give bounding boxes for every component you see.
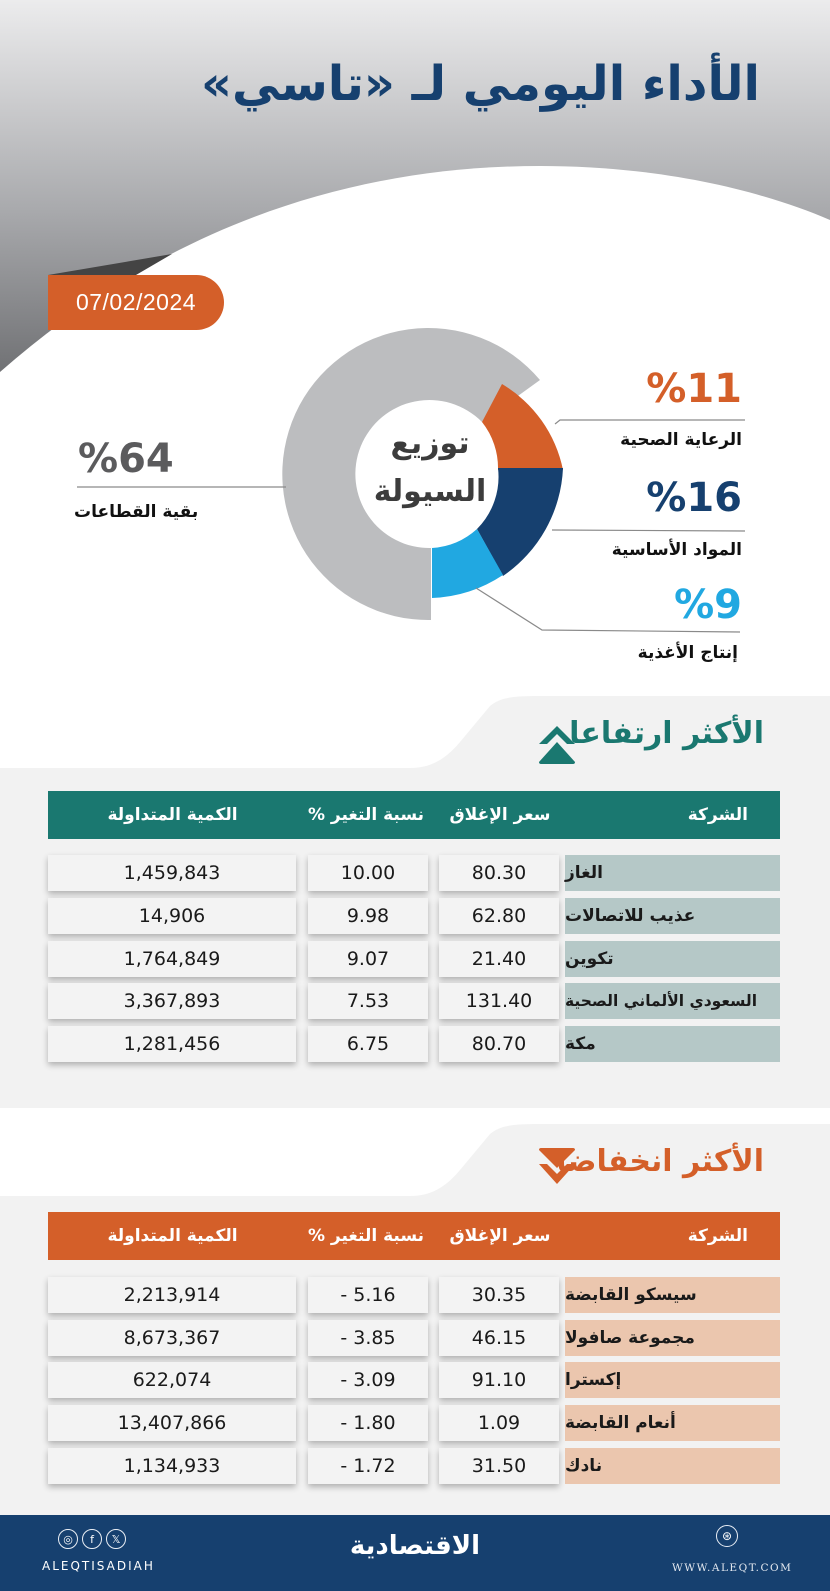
page-title: الأداء اليومي لـ «تاسي» [201,56,761,112]
header-volume: الكمية المتداولة [107,1226,238,1246]
change-percent: 1.72 - [308,1448,428,1484]
change-percent: 9.07 [308,941,428,977]
facebook-icon[interactable]: f [82,1529,102,1549]
header-close-price: سعر الإغلاق [449,805,551,825]
company-name: مجموعة صافولا [565,1320,780,1356]
traded-volume: 8,673,367 [48,1320,296,1356]
brand-logo: الاقتصادية [349,1531,481,1561]
change-percent: 7.53 [308,983,428,1019]
company-name: مكة [565,1026,780,1062]
traded-volume: 13,407,866 [48,1405,296,1441]
header-change-percent: نسبة التغير % [307,805,425,825]
traded-volume: 622,074 [48,1362,296,1398]
change-percent: 6.75 [308,1026,428,1062]
close-price: 91.10 [439,1362,559,1398]
close-price: 80.30 [439,855,559,891]
traded-volume: 3,367,893 [48,983,296,1019]
header: الأداء اليومي لـ «تاسي» 07/02/2024 [0,0,830,380]
losers-table-row: أنعام القابضة 1.09 1.80 - 13,407,866 [48,1405,780,1441]
losers-table-header: الشركة سعر الإغلاق نسبة التغير % الكمية … [48,1212,780,1260]
date-badge: 07/02/2024 [48,275,224,330]
web-icon: ⊛ [716,1525,738,1547]
losers-table-row: إكسترا 91.10 3.09 - 622,074 [48,1362,780,1398]
losers-table-row: نادك 31.50 1.72 - 1,134,933 [48,1448,780,1484]
change-percent: 9.98 [308,898,428,934]
company-name: السعودي الألماني الصحية [565,983,780,1019]
social-links: ◎ f 𝕏 [58,1529,126,1549]
gainers-table-row: مكة 80.70 6.75 1,281,456 [48,1026,780,1062]
traded-volume: 2,213,914 [48,1277,296,1313]
company-name: إكسترا [565,1362,780,1398]
center-line-2: السيولة [373,474,487,509]
close-price: 31.50 [439,1448,559,1484]
other-sectors-label: بقية القطاعات [74,502,199,522]
other-sectors-percent: %64 [78,436,174,482]
segment-basic-materials [477,468,563,576]
footer: ◎ f 𝕏 ALEQTISADIAH الاقتصادية ⊛ WWW.ALEQ… [0,1515,830,1591]
donut-center-label: توزيع السيولة [350,420,510,516]
traded-volume: 1,134,933 [48,1448,296,1484]
close-price: 1.09 [439,1405,559,1441]
company-name: الغاز [565,855,780,891]
basic-materials-percent: %16 [646,475,742,521]
header-company: الشركة [687,1226,748,1246]
healthcare-label: الرعاية الصحية [620,430,742,450]
close-price: 80.70 [439,1026,559,1062]
close-price: 46.15 [439,1320,559,1356]
food-production-label: إنتاج الأغذية [637,643,738,663]
gainers-table-row: السعودي الألماني الصحية 131.40 7.53 3,36… [48,983,780,1019]
gainers-tab-shape [0,696,830,770]
traded-volume: 1,281,456 [48,1026,296,1062]
gainers-table-header: الشركة سعر الإغلاق نسبة التغير % الكمية … [48,791,780,839]
traded-volume: 1,459,843 [48,855,296,891]
company-name: نادك [565,1448,780,1484]
social-handle: ALEQTISADIAH [42,1559,155,1573]
company-name: تكوين [565,941,780,977]
traded-volume: 14,906 [48,898,296,934]
losers-table-row: سيسكو القابضة 30.35 5.16 - 2,213,914 [48,1277,780,1313]
segment-other-sectors [282,328,540,621]
header-volume: الكمية المتداولة [107,805,238,825]
double-chevron-down-icon [539,1148,575,1184]
food-production-percent: %9 [674,582,742,628]
gainers-table-row: عذيب للاتصالات 62.80 9.98 14,906 [48,898,780,934]
change-percent: 1.80 - [308,1405,428,1441]
change-percent: 5.16 - [308,1277,428,1313]
losers-table-row: مجموعة صافولا 46.15 3.85 - 8,673,367 [48,1320,780,1356]
close-price: 30.35 [439,1277,559,1313]
instagram-icon[interactable]: ◎ [58,1529,78,1549]
company-name: سيسكو القابضة [565,1277,780,1313]
change-percent: 3.85 - [308,1320,428,1356]
close-price: 62.80 [439,898,559,934]
x-icon[interactable]: 𝕏 [106,1529,126,1549]
traded-volume: 1,764,849 [48,941,296,977]
change-percent: 3.09 - [308,1362,428,1398]
company-name: عذيب للاتصالات [565,898,780,934]
gainers-title: الأكثر ارتفاعا [569,716,764,751]
header-close-price: سعر الإغلاق [449,1226,551,1246]
website-link[interactable]: WWW.ALEQT.COM [672,1562,793,1574]
center-line-1: توزيع [390,426,470,461]
gainers-table-row: تكوين 21.40 9.07 1,764,849 [48,941,780,977]
change-percent: 10.00 [308,855,428,891]
basic-materials-label: المواد الأساسية [611,540,742,560]
liquidity-distribution-chart: توزيع السيولة %11 الرعاية الصحية %16 الم… [0,320,830,680]
double-chevron-up-icon [539,726,575,764]
segment-healthcare [482,384,563,470]
segment-food-production [432,529,503,598]
header-company: الشركة [687,805,748,825]
losers-tab-shape [0,1124,830,1198]
losers-title: الأكثر انخفاضا [556,1144,764,1179]
close-price: 131.40 [439,983,559,1019]
company-name: أنعام القابضة [565,1405,780,1441]
donut-chart [77,328,746,633]
healthcare-percent: %11 [646,366,742,412]
gainers-table-row: الغاز 80.30 10.00 1,459,843 [48,855,780,891]
close-price: 21.40 [439,941,559,977]
header-change-percent: نسبة التغير % [307,1226,425,1246]
